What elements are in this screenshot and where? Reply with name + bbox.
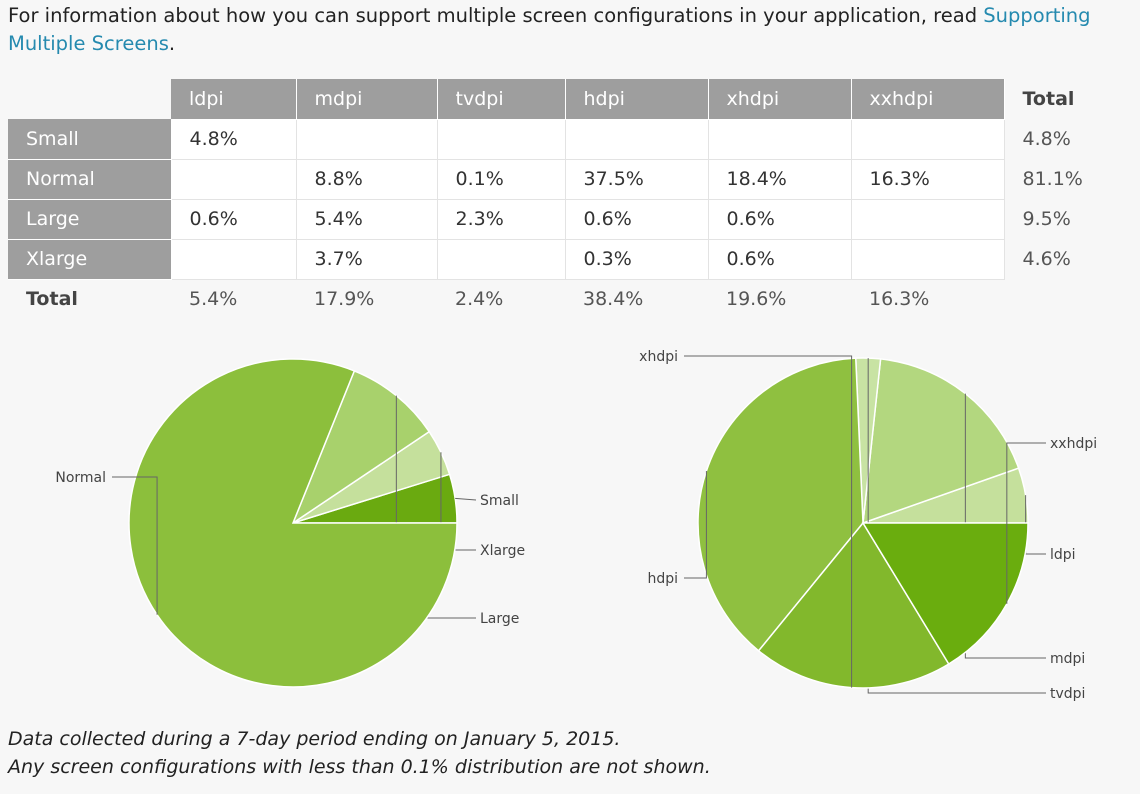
table-cell: 0.1% bbox=[437, 159, 566, 200]
table-cell: 0.6% bbox=[171, 199, 297, 240]
pie-slice-xxhdpi bbox=[861, 522, 1029, 665]
total-cell: 38.4% bbox=[565, 279, 708, 319]
distribution-table: ldpi mdpi tvdpi hdpi xhdpi xxhdpi Total … bbox=[8, 79, 1120, 319]
total-cell: 17.9% bbox=[296, 279, 437, 319]
pie-label-tvdpi: tvdpi bbox=[1050, 686, 1085, 702]
column-header-total: Total bbox=[1004, 79, 1120, 119]
table-cell: 3.7% bbox=[296, 239, 438, 280]
pie-chart-1: Small Xlarge Large Normal bbox=[55, 358, 525, 688]
pie-label-hdpi: hdpi bbox=[647, 571, 678, 587]
table-cell: 5.4% bbox=[296, 199, 438, 240]
footnote: Data collected during a 7-day period end… bbox=[8, 725, 711, 781]
column-header: tvdpi bbox=[437, 79, 566, 120]
column-header: hdpi bbox=[565, 79, 709, 120]
table-row: Small 4.8% 4.8% bbox=[8, 119, 1120, 160]
leader-line bbox=[684, 355, 853, 688]
table-cell bbox=[851, 199, 1005, 240]
intro-text: For information about how you can suppor… bbox=[8, 4, 984, 27]
table-cell: 0.6% bbox=[708, 199, 852, 240]
table-cell: 0.6% bbox=[708, 239, 852, 280]
total-cell: 16.3% bbox=[851, 279, 1004, 319]
pie-label-normal: Normal bbox=[55, 470, 106, 486]
total-cell: 2.4% bbox=[437, 279, 565, 319]
row-header: Xlarge bbox=[8, 239, 172, 280]
table-row: Large 0.6% 5.4% 2.3% 0.6% 0.6% 9.5% bbox=[8, 199, 1120, 240]
leader-line bbox=[1006, 442, 1046, 604]
column-header: mdpi bbox=[296, 79, 438, 120]
pie-label-small: Small bbox=[480, 493, 519, 509]
intro-end: . bbox=[168, 32, 176, 55]
table-cell: 37.5% bbox=[565, 159, 709, 200]
row-header: Normal bbox=[8, 159, 172, 200]
table-cell bbox=[565, 119, 709, 160]
leader-line bbox=[867, 358, 1046, 694]
column-header: ldpi bbox=[171, 79, 297, 120]
row-total-cell: 9.5% bbox=[1004, 199, 1120, 239]
column-header: xhdpi bbox=[708, 79, 852, 120]
pie-label-xxhdpi: xxhdpi bbox=[1050, 436, 1097, 452]
pie-slice-large bbox=[291, 369, 431, 525]
table-cell bbox=[437, 119, 566, 160]
leader-line bbox=[112, 476, 158, 615]
total-row-pad bbox=[1004, 279, 1120, 319]
table-cell: 16.3% bbox=[851, 159, 1005, 200]
supporting-multiple-screens-link[interactable]: Supporting Multiple Screens bbox=[8, 4, 1091, 55]
table-cell bbox=[851, 119, 1005, 160]
table-header-row: ldpi mdpi tvdpi hdpi xhdpi xxhdpi Total bbox=[8, 79, 1120, 120]
pie-label-mdpi: mdpi bbox=[1050, 651, 1085, 667]
pie-chart-2: ldpi mdpi tvdpi hdpi xhdpi xxhdpi bbox=[639, 349, 1097, 702]
pie-label-large: Large bbox=[480, 611, 519, 627]
table-corner bbox=[8, 79, 171, 119]
pie-label-xlarge: Xlarge bbox=[480, 543, 525, 559]
pie-label-ldpi: ldpi bbox=[1050, 547, 1076, 563]
table-cell: 0.6% bbox=[565, 199, 709, 240]
footnote-line-1: Data collected during a 7-day period end… bbox=[8, 728, 621, 750]
table-cell bbox=[171, 159, 297, 200]
table-row: Normal 8.8% 0.1% 37.5% 18.4% 16.3% 81.1% bbox=[8, 159, 1120, 200]
leader-line bbox=[964, 393, 1046, 659]
row-total-cell: 4.6% bbox=[1004, 239, 1120, 279]
total-cell: 19.6% bbox=[708, 279, 851, 319]
table-cell bbox=[851, 239, 1005, 280]
row-header: Large bbox=[8, 199, 172, 240]
table-cell: 18.4% bbox=[708, 159, 852, 200]
table-cell bbox=[171, 239, 297, 280]
leader-line bbox=[455, 497, 477, 501]
row-header: Small bbox=[8, 119, 172, 160]
table-cell: 0.3% bbox=[565, 239, 709, 280]
table-total-row: Total 5.4% 17.9% 2.4% 38.4% 19.6% 16.3% bbox=[8, 279, 1120, 319]
table-cell: 2.3% bbox=[437, 199, 566, 240]
column-header: xxhdpi bbox=[851, 79, 1005, 120]
leader-line bbox=[684, 471, 707, 579]
table-cell: 4.8% bbox=[171, 119, 297, 160]
row-total-cell: 4.8% bbox=[1004, 119, 1120, 159]
table-cell bbox=[437, 239, 566, 280]
table-cell bbox=[708, 119, 852, 160]
pie-label-xhdpi: xhdpi bbox=[639, 349, 678, 365]
total-row-label: Total bbox=[8, 279, 171, 319]
table-cell bbox=[296, 119, 438, 160]
footnote-line-2: Any screen configurations with less than… bbox=[8, 756, 711, 778]
row-total-cell: 81.1% bbox=[1004, 159, 1120, 199]
intro-paragraph: For information about how you can suppor… bbox=[8, 2, 1138, 58]
total-cell: 5.4% bbox=[171, 279, 296, 319]
table-cell: 8.8% bbox=[296, 159, 438, 200]
table-row: Xlarge 3.7% 0.3% 0.6% 4.6% bbox=[8, 239, 1120, 280]
